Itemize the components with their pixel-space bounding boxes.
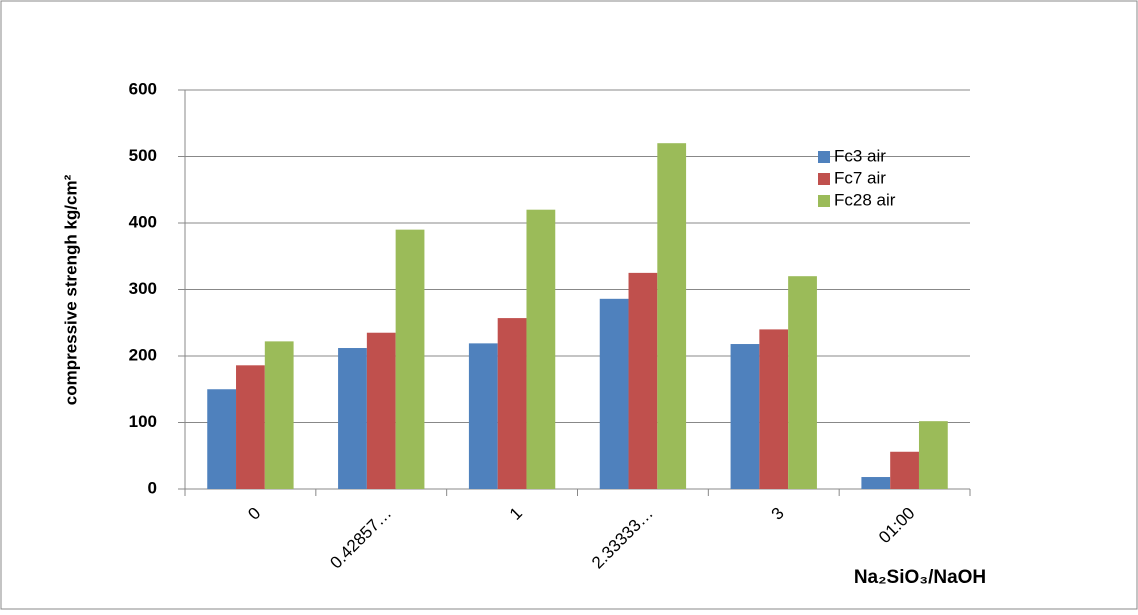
y-tick-label: 400 (129, 212, 157, 231)
bar (657, 143, 687, 489)
legend-label: Fc7 air (834, 168, 886, 187)
bar (468, 343, 498, 489)
y-tick-label: 0 (148, 478, 157, 497)
bar (628, 272, 658, 489)
y-tick-label: 200 (129, 345, 157, 364)
legend-swatch (818, 151, 830, 163)
bar (497, 318, 527, 489)
legend-label: Fc28 air (834, 190, 896, 209)
bar (890, 451, 919, 489)
y-axis-title: compressive strengh kg/cm² (61, 174, 80, 405)
bar (236, 365, 265, 489)
bar (918, 421, 948, 489)
y-tick-label: 100 (129, 412, 157, 431)
bar (338, 348, 367, 489)
y-tick-label: 500 (129, 146, 157, 165)
bar (730, 344, 760, 489)
bar (207, 389, 237, 489)
legend-swatch (818, 195, 830, 207)
y-tick-label: 300 (129, 279, 157, 298)
bar (366, 332, 396, 489)
x-axis-title: Na₂SiO₃/NaOH (854, 567, 986, 588)
bar (759, 329, 789, 489)
bar (526, 209, 556, 489)
bar (788, 276, 817, 489)
bar (395, 229, 425, 489)
y-tick-label: 600 (129, 79, 157, 98)
legend-label: Fc3 air (834, 146, 886, 165)
bar (264, 341, 294, 489)
bar (861, 477, 891, 489)
bar (599, 298, 629, 489)
legend-swatch (818, 173, 830, 185)
